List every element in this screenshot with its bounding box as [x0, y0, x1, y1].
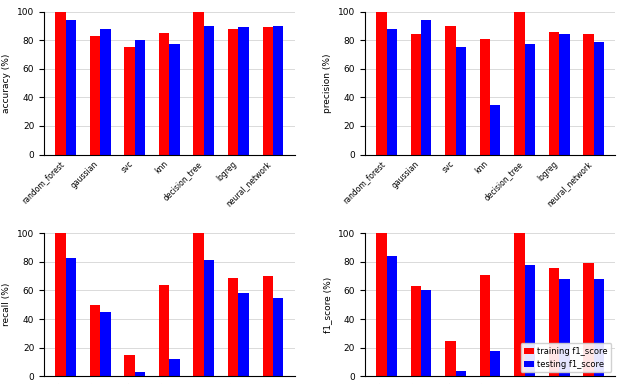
Bar [455, 371, 466, 376]
Y-axis label: accuracy (%): accuracy (%) [3, 53, 11, 113]
Bar [124, 355, 135, 376]
Bar [263, 276, 273, 376]
Bar [193, 233, 204, 376]
Bar [455, 47, 466, 155]
Bar [559, 35, 570, 155]
Bar [490, 351, 501, 376]
Bar [263, 27, 273, 155]
Y-axis label: f1_score (%): f1_score (%) [323, 276, 332, 333]
Bar [524, 265, 535, 376]
Bar [100, 312, 111, 376]
Bar [593, 41, 604, 155]
Bar [273, 298, 283, 376]
Bar [55, 233, 66, 376]
Bar [66, 258, 76, 376]
Bar [239, 293, 249, 376]
Bar [124, 47, 135, 155]
Bar [55, 12, 66, 155]
Bar [193, 12, 204, 155]
Bar [549, 31, 559, 155]
Bar [228, 278, 239, 376]
Bar [376, 233, 387, 376]
Bar [135, 372, 145, 376]
Bar [228, 29, 239, 155]
Bar [90, 36, 100, 155]
Bar [549, 268, 559, 376]
Bar [273, 26, 283, 155]
Bar [559, 279, 570, 376]
Bar [135, 40, 145, 155]
Bar [376, 12, 387, 155]
Bar [90, 305, 100, 376]
Bar [66, 20, 76, 155]
Bar [490, 104, 501, 155]
Bar [170, 359, 180, 376]
Bar [170, 45, 180, 155]
Bar [411, 286, 421, 376]
Bar [421, 20, 431, 155]
Bar [514, 12, 524, 155]
Y-axis label: precision (%): precision (%) [323, 53, 332, 113]
Bar [480, 275, 490, 376]
Bar [159, 33, 170, 155]
Bar [387, 256, 397, 376]
Bar [524, 45, 535, 155]
Bar [204, 26, 214, 155]
Legend: training f1_score, testing f1_score: training f1_score, testing f1_score [521, 343, 611, 372]
Bar [583, 35, 593, 155]
Y-axis label: recall (%): recall (%) [3, 283, 11, 326]
Bar [204, 260, 214, 376]
Bar [159, 285, 170, 376]
Bar [445, 341, 455, 376]
Bar [583, 263, 593, 376]
Bar [480, 39, 490, 155]
Bar [593, 279, 604, 376]
Bar [100, 29, 111, 155]
Bar [239, 27, 249, 155]
Bar [514, 233, 524, 376]
Bar [411, 35, 421, 155]
Bar [387, 29, 397, 155]
Bar [421, 290, 431, 376]
Bar [445, 26, 455, 155]
